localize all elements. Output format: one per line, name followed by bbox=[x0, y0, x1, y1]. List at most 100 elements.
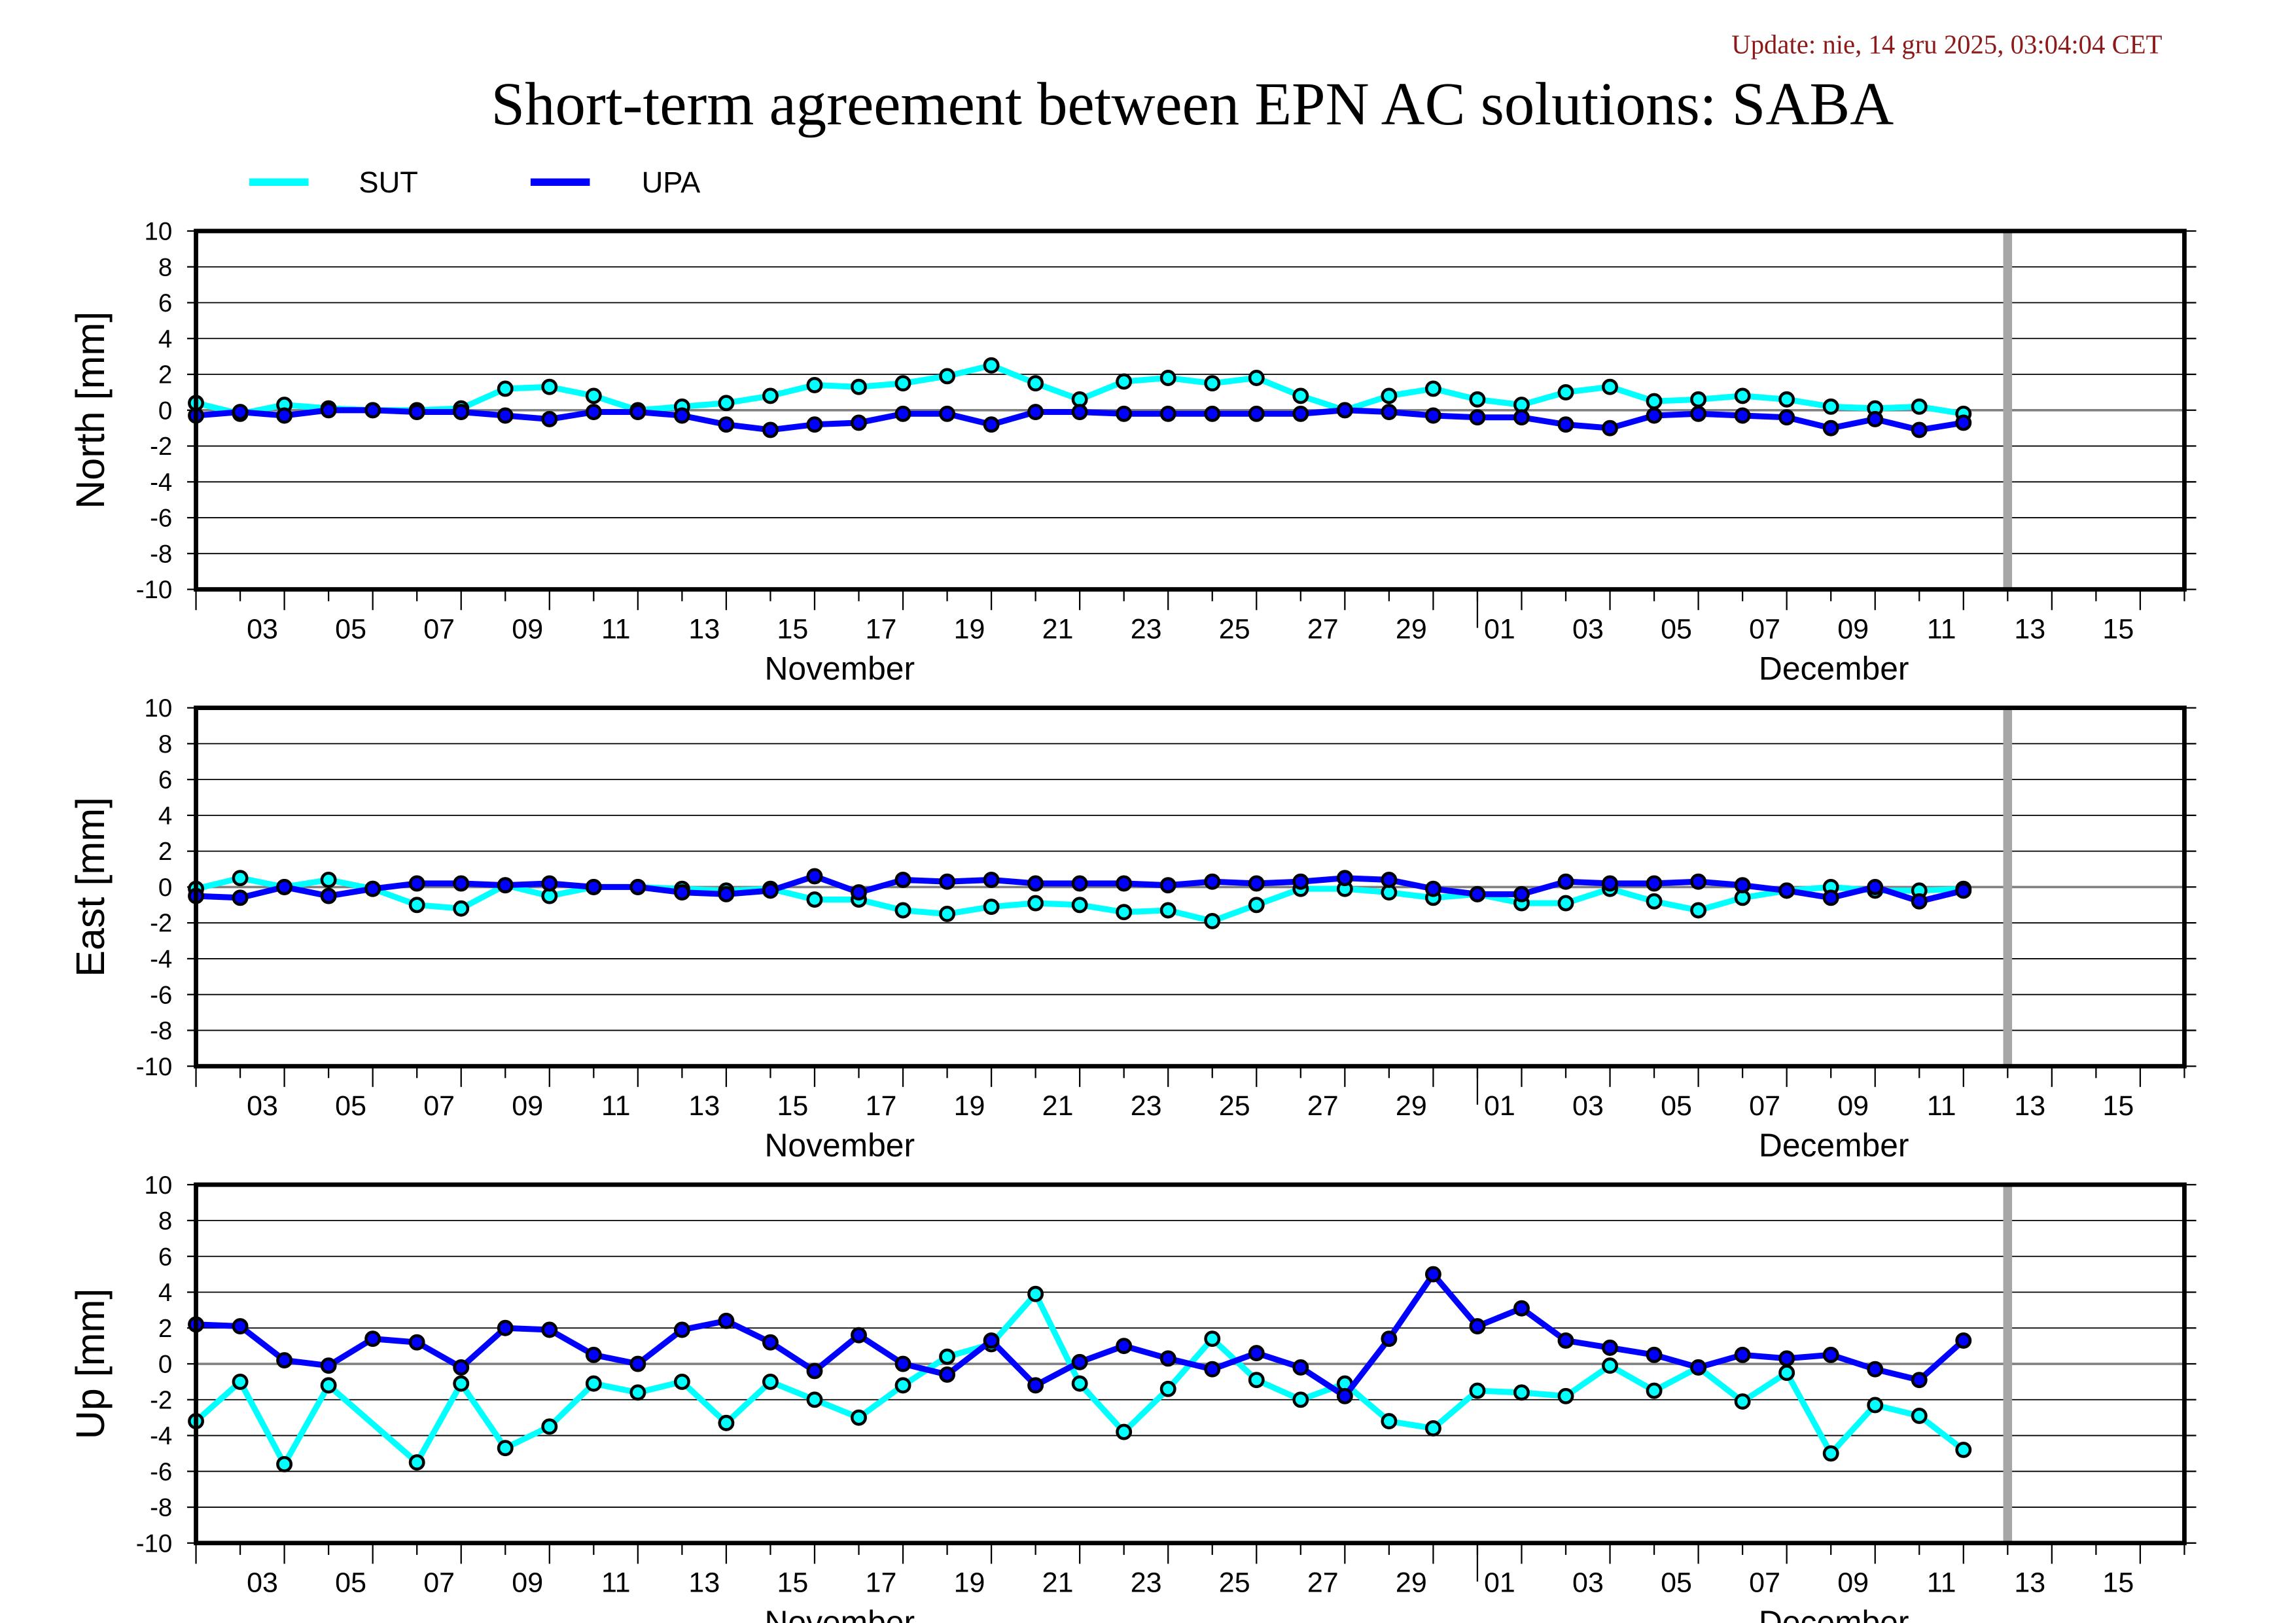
data-point-upa bbox=[673, 884, 690, 901]
x-tick-label: 01 bbox=[1484, 1090, 1515, 1122]
data-point-upa bbox=[320, 402, 337, 419]
data-point-sut bbox=[1292, 1391, 1309, 1408]
data-point-upa bbox=[673, 407, 690, 424]
data-point-upa bbox=[1159, 405, 1176, 422]
data-point-sut bbox=[762, 1373, 779, 1390]
y-tick-label: 0 bbox=[158, 397, 172, 425]
data-point-sut bbox=[1822, 398, 1839, 415]
data-point-upa bbox=[1248, 1345, 1265, 1362]
data-point-upa bbox=[276, 1352, 293, 1368]
x-tick-label: 05 bbox=[335, 1090, 366, 1122]
data-point-sut bbox=[1602, 378, 1618, 395]
x-tick-label: 13 bbox=[688, 1090, 720, 1122]
data-point-upa bbox=[1336, 1387, 1353, 1404]
x-tick-label: 05 bbox=[335, 1567, 366, 1598]
data-point-upa bbox=[1204, 873, 1221, 890]
data-point-sut bbox=[1381, 387, 1398, 404]
data-point-sut bbox=[851, 378, 867, 395]
x-tick-label: 19 bbox=[954, 1090, 985, 1122]
x-tick-label: 17 bbox=[866, 1567, 897, 1598]
data-point-sut bbox=[1292, 387, 1309, 404]
data-point-upa bbox=[1602, 419, 1618, 437]
data-point-sut bbox=[232, 870, 249, 887]
data-point-sut bbox=[894, 902, 911, 919]
data-point-upa bbox=[1336, 870, 1353, 887]
x-tick-label: 25 bbox=[1219, 1567, 1250, 1598]
x-tick-label: 15 bbox=[2102, 1090, 2134, 1122]
x-tick-label: 03 bbox=[1572, 1090, 1604, 1122]
y-tick-label: 4 bbox=[158, 1279, 172, 1307]
x-tick-label: 13 bbox=[2014, 613, 2045, 645]
y-tick-label: 0 bbox=[158, 1351, 172, 1379]
data-point-upa bbox=[1734, 877, 1751, 894]
x-tick-label: 13 bbox=[2014, 1567, 2045, 1598]
update-timestamp: Update: nie, 14 gru 2025, 03:04:04 CET bbox=[1731, 29, 2162, 59]
x-tick-label: 21 bbox=[1042, 613, 1074, 645]
data-point-sut bbox=[1646, 893, 1663, 910]
data-point-upa bbox=[1778, 1350, 1795, 1367]
data-point-upa bbox=[1734, 407, 1751, 424]
data-point-upa bbox=[408, 875, 425, 892]
series-sut bbox=[188, 1285, 1972, 1472]
data-point-upa bbox=[894, 405, 911, 422]
x-tick-label: 21 bbox=[1042, 1090, 1074, 1122]
data-point-upa bbox=[232, 404, 249, 420]
y-tick-label: -6 bbox=[150, 1458, 172, 1486]
y-tick-label: 6 bbox=[158, 289, 172, 317]
x-tick-label: 01 bbox=[1484, 613, 1515, 645]
x-tick-label: 29 bbox=[1396, 1090, 1427, 1122]
data-point-upa bbox=[1381, 1330, 1398, 1347]
data-point-upa bbox=[1557, 416, 1574, 433]
data-point-upa bbox=[806, 868, 823, 885]
data-point-upa bbox=[1071, 404, 1088, 420]
data-point-upa bbox=[983, 1332, 1000, 1349]
y-tick-label: -2 bbox=[150, 1386, 172, 1414]
y-tick-label: 10 bbox=[145, 1171, 173, 1200]
data-point-sut bbox=[851, 1409, 867, 1426]
data-point-upa bbox=[364, 402, 381, 419]
y-tick-label: 8 bbox=[158, 730, 172, 758]
data-point-upa bbox=[939, 405, 956, 422]
data-point-upa bbox=[1557, 873, 1574, 890]
data-point-upa bbox=[1867, 1361, 1884, 1378]
data-point-upa bbox=[718, 885, 735, 902]
data-point-upa bbox=[232, 889, 249, 906]
y-tick-label: -10 bbox=[136, 1529, 173, 1558]
y-tick-label: 8 bbox=[158, 253, 172, 281]
y-axis-label: North [mm] bbox=[68, 312, 113, 509]
data-point-sut bbox=[718, 395, 735, 412]
data-point-upa bbox=[1116, 405, 1133, 422]
data-point-upa bbox=[1469, 409, 1486, 426]
data-point-upa bbox=[1027, 875, 1044, 892]
x-tick-label: 05 bbox=[335, 613, 366, 645]
x-tick-label: 05 bbox=[1661, 613, 1692, 645]
data-point-upa bbox=[1646, 407, 1663, 424]
panel-up: 10 8 6 4 2 0 -2 -4 -6 -8 -10 03 05 07 09 11 13 15 17 19 21 23… bbox=[68, 1171, 2197, 1623]
legend: SUT UPA bbox=[249, 166, 701, 199]
x-tick-label: 15 bbox=[777, 1090, 808, 1122]
data-point-sut bbox=[983, 357, 1000, 374]
data-point-sut bbox=[1071, 1375, 1088, 1392]
data-point-upa bbox=[1027, 404, 1044, 420]
data-point-sut bbox=[1248, 897, 1265, 914]
data-point-upa bbox=[851, 1327, 867, 1344]
data-point-upa bbox=[629, 404, 646, 420]
data-point-upa bbox=[364, 880, 381, 897]
data-point-sut bbox=[1159, 370, 1176, 386]
data-point-sut bbox=[1424, 380, 1441, 397]
data-point-upa bbox=[718, 1312, 735, 1329]
data-point-sut bbox=[762, 387, 779, 404]
y-tick-label: 4 bbox=[158, 325, 172, 353]
month-label: November bbox=[764, 1127, 915, 1164]
x-tick-label: 09 bbox=[1837, 613, 1869, 645]
data-point-upa bbox=[1778, 409, 1795, 426]
data-point-upa bbox=[1292, 405, 1309, 422]
data-point-upa bbox=[1646, 1346, 1663, 1363]
data-point-upa bbox=[1071, 1353, 1088, 1370]
data-point-upa bbox=[497, 1319, 514, 1336]
plot-frame bbox=[194, 705, 2187, 1069]
data-point-upa bbox=[894, 1355, 911, 1372]
x-tick-label: 15 bbox=[777, 1567, 808, 1598]
x-tick-label: 05 bbox=[1661, 1567, 1692, 1598]
